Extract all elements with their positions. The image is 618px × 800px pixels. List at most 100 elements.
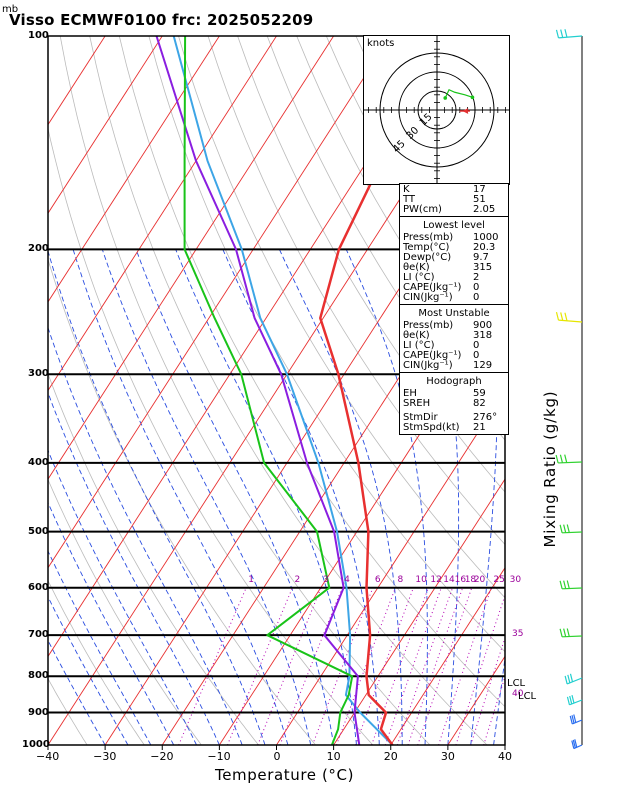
- pressure-tick-label: 800: [28, 670, 49, 682]
- stat-row: Press(mb) 1000: [403, 233, 505, 243]
- mixing-ratio-label: 8: [397, 574, 404, 585]
- isotherm-line: [333, 478, 505, 745]
- stat-key: θe(K): [403, 330, 430, 341]
- hodograph-start-point: [443, 96, 448, 100]
- stat-value: 315: [473, 262, 493, 273]
- section-title: Most Unstable: [418, 308, 490, 319]
- stat-row: θe(K) 318: [403, 331, 505, 341]
- stat-key: K: [403, 184, 410, 195]
- mixing-ratio-label: 1: [248, 574, 254, 585]
- section-title: Lowest level: [423, 220, 485, 231]
- indices-section: K 17 TT 51 PW(cm) 2.05: [400, 184, 508, 216]
- mixing-ratio-label: 10: [415, 574, 427, 585]
- wind-barb-flag: [571, 715, 575, 724]
- hodograph-ring: [398, 71, 476, 149]
- stat-value: 17: [473, 184, 486, 195]
- dewpoint-line: [183, 36, 354, 745]
- wind-barb: [558, 319, 583, 323]
- isotherm-line: [276, 389, 505, 745]
- lcl-label-upper: LCL: [507, 678, 526, 689]
- stat-row: CIN(Jkg⁻¹) 0: [403, 293, 505, 303]
- wind-barb-flag: [559, 628, 563, 637]
- mixing-ratio-line: [455, 593, 505, 745]
- dry-adiabat-line: [48, 677, 88, 745]
- moist-adiabat-line: [175, 249, 357, 745]
- chart-title: Visso ECMWF0100 frc: 2025052209: [9, 11, 314, 29]
- dry-adiabat-line: [48, 478, 202, 745]
- x-tick-label: −20: [150, 750, 174, 763]
- stat-key: θe(K): [403, 262, 430, 273]
- plot-area: [48, 36, 618, 745]
- stat-value: 21: [473, 422, 486, 433]
- stat-key: StmDir: [403, 412, 438, 423]
- stat-key: Press(mb): [403, 320, 454, 331]
- isotherm-line: [48, 36, 335, 480]
- stat-row: θe(K) 315: [403, 263, 505, 273]
- stat-key: LI (°C): [403, 272, 435, 283]
- wind-barb-flag: [560, 312, 564, 321]
- wind-barb-flag: [555, 311, 560, 321]
- wet-bulb-line: [155, 36, 361, 745]
- wind-barb-flag: [564, 29, 568, 38]
- dry-adiabat-line: [207, 36, 505, 546]
- stat-key: CIN(Jkg⁻¹): [403, 292, 453, 303]
- stat-key: StmSpd(kt): [403, 422, 460, 433]
- dry-adiabat-line: [592, 36, 618, 745]
- stat-row: LI (°C) 0: [403, 341, 505, 351]
- stat-key: TT: [403, 194, 416, 205]
- isotherm-line: [48, 36, 163, 215]
- wind-barb: [566, 677, 583, 685]
- wind-barb-flag: [564, 675, 568, 685]
- moist-adiabat-line: [48, 249, 266, 745]
- stats-panel: K 17 TT 51 PW(cm) 2.05 Lowest level Press(m…: [399, 183, 509, 435]
- pressure-tick-label: 100: [28, 30, 49, 41]
- mixing-ratio-label: 40: [512, 688, 524, 699]
- mixing-ratio-label: 18: [464, 574, 477, 585]
- mixing-ratio-line: [355, 587, 414, 745]
- lowest-level-section: Lowest level Press(mb) 1000 Temp(°C) 20.3 …: [400, 216, 508, 304]
- stat-value: 129: [473, 360, 493, 371]
- mixing-ratio-label: 35: [512, 629, 524, 640]
- wind-barb-flag: [566, 696, 571, 705]
- moist-adiabat-line: [48, 595, 129, 745]
- stat-value: 1000: [473, 232, 499, 243]
- stat-row: CAPE(Jkg⁻¹) 0: [403, 351, 505, 361]
- stat-value: 51: [473, 194, 486, 205]
- mixing-ratio-label: 6: [374, 574, 381, 585]
- pressure-tick-label: 300: [28, 368, 49, 380]
- moist-adiabat-line: [48, 639, 106, 745]
- mixing-ratio-line: [312, 587, 374, 745]
- section-title: Hodograph: [426, 376, 482, 387]
- dry-adiabat-line: [563, 36, 618, 745]
- stat-value: 9.7: [473, 252, 489, 263]
- isotherm-line: [390, 566, 505, 745]
- stat-value: 20.3: [473, 242, 496, 253]
- hodograph-panel: knots 15 30 45: [360, 33, 514, 187]
- mixing-ratio-line: [407, 587, 464, 745]
- stat-row: CAPE(Jkg⁻¹) 0: [403, 283, 505, 293]
- wind-barb-flag: [564, 312, 568, 321]
- wind-barb-flag: [559, 524, 563, 533]
- pressure-tick-label: 600: [28, 581, 49, 593]
- wind-barb-flag: [571, 694, 575, 704]
- wind-barb-flag: [564, 454, 568, 463]
- hodograph-ring-label: 45: [391, 138, 408, 155]
- x-tick-label: 30: [440, 750, 455, 763]
- wind-barb-flag: [560, 29, 564, 38]
- x-tick-label: −10: [207, 750, 231, 763]
- wind-barb: [572, 719, 583, 725]
- mixing-ratio-label: 3: [323, 574, 329, 585]
- wind-barb-flag: [559, 454, 564, 463]
- isotherm-line: [48, 36, 392, 569]
- wind-barb: [569, 699, 583, 706]
- wind-barb-flag: [566, 628, 570, 637]
- stat-key: SREH: [403, 398, 431, 409]
- stat-value: 900: [473, 320, 493, 331]
- mixing-ratio-label: 2: [294, 574, 301, 585]
- mixing-ratio-label: 14: [443, 574, 455, 585]
- hodograph-ring: [379, 52, 495, 168]
- hodograph-trace: [444, 88, 473, 99]
- wind-barb-flag: [563, 524, 567, 533]
- wind-barb: [573, 744, 583, 750]
